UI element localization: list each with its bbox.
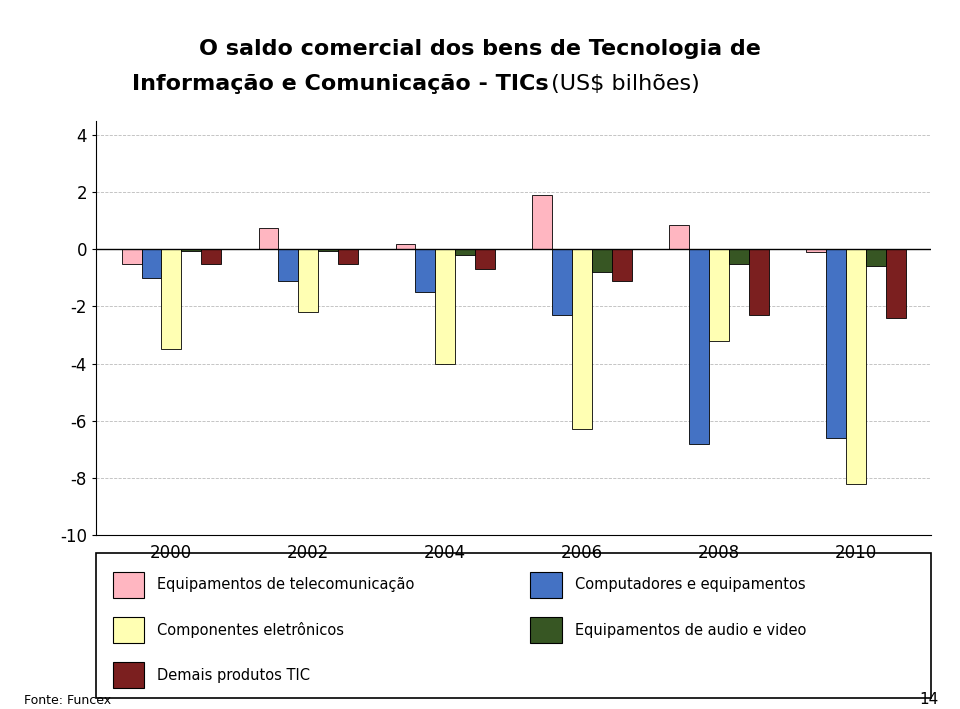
Bar xyxy=(806,250,827,252)
Bar xyxy=(112,662,144,688)
Bar xyxy=(141,250,161,278)
Text: Componentes eletrônicos: Componentes eletrônicos xyxy=(157,622,344,638)
Bar xyxy=(396,243,416,250)
Bar xyxy=(552,250,572,315)
Bar xyxy=(161,250,181,350)
Bar xyxy=(689,250,709,444)
Bar xyxy=(886,250,905,318)
Bar xyxy=(112,617,144,643)
Text: Equipamentos de audio e video: Equipamentos de audio e video xyxy=(575,623,806,637)
Text: Informação e Comunicação - TICs: Informação e Comunicação - TICs xyxy=(132,74,549,94)
Text: Demais produtos TIC: Demais produtos TIC xyxy=(157,668,310,683)
Text: (US$ bilhões): (US$ bilhões) xyxy=(544,74,700,94)
Bar xyxy=(827,250,846,438)
Bar xyxy=(572,250,592,430)
Bar xyxy=(530,572,562,598)
Text: O saldo comercial dos bens de Tecnologia de: O saldo comercial dos bens de Tecnologia… xyxy=(199,39,761,59)
Bar xyxy=(181,250,201,251)
Text: Equipamentos de telecomunicação: Equipamentos de telecomunicação xyxy=(157,578,415,593)
Bar xyxy=(475,250,494,269)
Bar xyxy=(592,250,612,272)
Bar xyxy=(435,250,455,364)
Bar xyxy=(318,250,338,251)
Bar xyxy=(866,250,886,267)
Bar xyxy=(112,572,144,598)
Bar xyxy=(416,250,435,292)
Bar xyxy=(530,617,562,643)
Bar xyxy=(846,250,866,484)
Bar xyxy=(299,250,318,312)
Bar xyxy=(201,250,221,264)
Bar xyxy=(533,195,552,250)
Bar xyxy=(729,250,749,264)
Bar xyxy=(338,250,358,264)
Bar xyxy=(749,250,769,315)
Bar xyxy=(669,225,689,250)
Text: Computadores e equipamentos: Computadores e equipamentos xyxy=(575,578,805,593)
Bar xyxy=(278,250,299,281)
Bar xyxy=(455,250,475,255)
Bar xyxy=(122,250,141,264)
Text: 14: 14 xyxy=(920,692,939,707)
Text: Fonte: Funcex: Fonte: Funcex xyxy=(24,694,111,707)
Bar xyxy=(612,250,632,281)
Bar xyxy=(258,228,278,250)
Bar xyxy=(709,250,729,341)
